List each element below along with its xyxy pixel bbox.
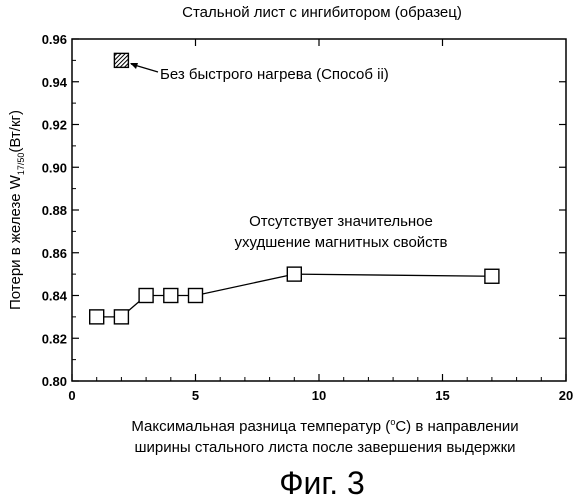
- annotation-without-rapid-heating: Без быстрого нагрева (Способ ii): [160, 66, 389, 83]
- reference-data-point: [114, 53, 128, 67]
- y-tick-label: 0.82: [42, 331, 67, 346]
- x-axis-label-line2: ширины стального листа после завершения …: [134, 439, 515, 456]
- x-tick-label: 0: [68, 388, 75, 403]
- y-tick-label: 0.96: [42, 32, 67, 47]
- data-point: [164, 289, 178, 303]
- annotation-arrowhead: [130, 63, 138, 69]
- x-axis-label-suffix: C) в направлении: [395, 418, 518, 435]
- y-tick-label: 0.80: [42, 374, 67, 389]
- y-axis: 0.80 0.82 0.84 0.86 0.88 0.90 0.92 0.94 0.96: [42, 32, 566, 389]
- plot-frame: [72, 39, 566, 381]
- data-point: [90, 310, 104, 324]
- figure-label: Фиг. 3: [279, 465, 365, 500]
- x-tick-label: 10: [312, 388, 326, 403]
- annotation-no-degradation-line1: Отсутствует значительное: [249, 213, 433, 230]
- data-point: [485, 269, 499, 283]
- reference-point-group: [114, 53, 128, 67]
- data-point: [287, 267, 301, 281]
- y-tick-label: 0.88: [42, 203, 67, 218]
- data-point: [189, 289, 203, 303]
- y-axis-label-prefix: Потери в железе W: [7, 174, 24, 310]
- x-tick-label: 20: [559, 388, 573, 403]
- y-axis-label-suffix: (Вт/кг): [7, 110, 24, 153]
- y-tick-label: 0.86: [42, 246, 67, 261]
- annotation-no-degradation-line2: ухудшение магнитных свойств: [234, 234, 447, 251]
- x-axis-label-line1: Максимальная разница температур (оC) в н…: [131, 417, 518, 435]
- x-tick-label: 5: [192, 388, 199, 403]
- data-point: [114, 310, 128, 324]
- x-tick-label: 15: [435, 388, 449, 403]
- y-axis-label: Потери в железе W17/50(Вт/кг): [7, 110, 26, 310]
- y-tick-label: 0.94: [42, 75, 68, 90]
- y-tick-label: 0.84: [42, 289, 68, 304]
- y-tick-label: 0.90: [42, 160, 67, 175]
- data-point: [139, 289, 153, 303]
- y-axis-label-subscript: 17/50: [16, 153, 26, 176]
- x-axis-label-prefix: Максимальная разница температур (: [131, 418, 390, 435]
- y-tick-label: 0.92: [42, 118, 67, 133]
- chart-title: Стальной лист с ингибитором (образец): [182, 4, 462, 21]
